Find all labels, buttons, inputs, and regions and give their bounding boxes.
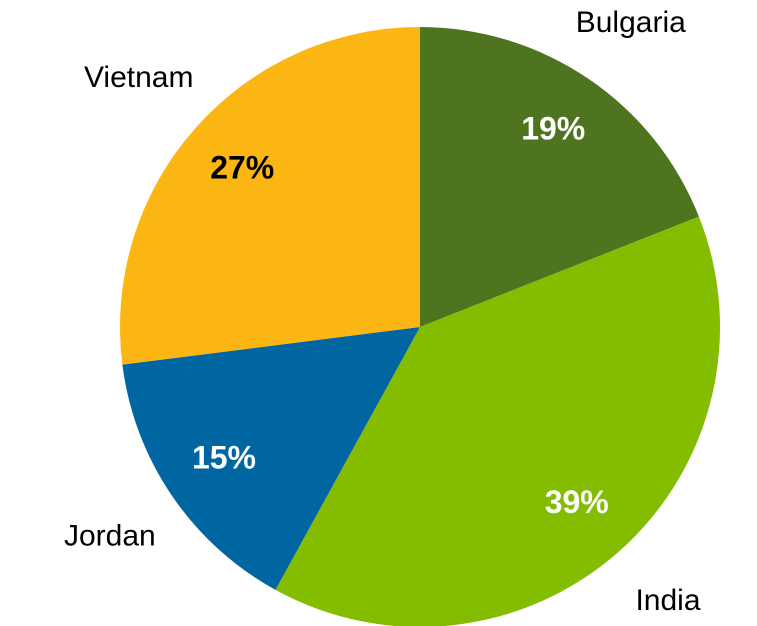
category-label: India — [635, 584, 700, 617]
value-label: 19% — [521, 110, 585, 146]
category-label: Vietnam — [84, 61, 194, 94]
pie-slice — [275, 216, 720, 626]
pie-slice — [420, 27, 699, 327]
value-label: 27% — [210, 150, 274, 186]
value-label: 39% — [545, 484, 609, 520]
pie-slice — [120, 27, 420, 365]
value-label: 15% — [192, 440, 256, 476]
category-label: Bulgaria — [576, 6, 686, 39]
category-label: Jordan — [64, 520, 156, 553]
pie-slice — [122, 327, 420, 590]
